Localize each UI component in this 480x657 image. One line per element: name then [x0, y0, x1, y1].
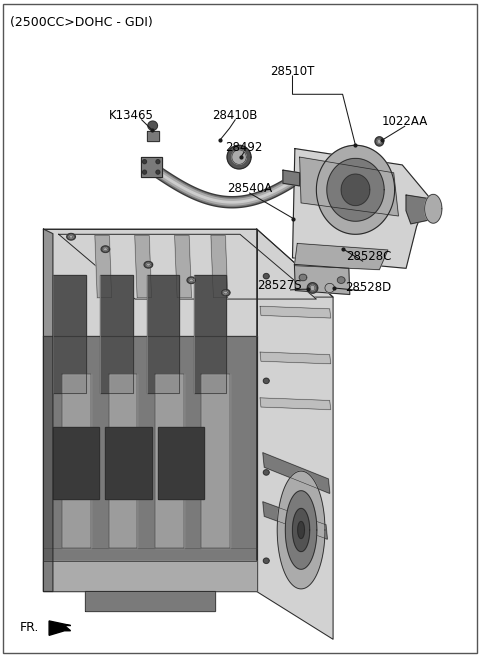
Polygon shape [101, 246, 110, 252]
Polygon shape [147, 131, 159, 141]
Polygon shape [257, 229, 333, 639]
Polygon shape [100, 275, 132, 393]
Polygon shape [221, 290, 230, 296]
Polygon shape [43, 229, 257, 591]
Polygon shape [158, 426, 204, 499]
Polygon shape [227, 145, 251, 169]
Polygon shape [135, 236, 152, 298]
Text: 28410B: 28410B [213, 108, 258, 122]
Polygon shape [299, 274, 307, 281]
Polygon shape [285, 491, 317, 569]
Polygon shape [377, 139, 381, 143]
Text: 1022AA: 1022AA [382, 115, 428, 128]
Polygon shape [175, 236, 192, 298]
Polygon shape [294, 264, 350, 294]
Text: 28528D: 28528D [345, 281, 391, 294]
Polygon shape [283, 170, 300, 186]
Polygon shape [337, 277, 345, 283]
Text: 28528C: 28528C [346, 250, 392, 263]
Polygon shape [104, 248, 108, 250]
Polygon shape [327, 158, 384, 221]
Polygon shape [310, 285, 315, 290]
Polygon shape [260, 352, 331, 364]
Polygon shape [211, 236, 228, 298]
Polygon shape [264, 558, 269, 563]
Polygon shape [316, 145, 395, 235]
Polygon shape [264, 378, 269, 384]
Polygon shape [232, 150, 246, 164]
Polygon shape [59, 235, 316, 299]
Polygon shape [341, 174, 370, 206]
Polygon shape [43, 336, 257, 591]
Polygon shape [148, 121, 157, 130]
Polygon shape [43, 229, 53, 591]
Polygon shape [109, 374, 137, 548]
Polygon shape [106, 426, 152, 499]
Text: 28492: 28492 [225, 141, 263, 154]
Polygon shape [406, 195, 436, 224]
Polygon shape [292, 148, 429, 268]
Text: FR.: FR. [20, 621, 39, 634]
Text: 28510T: 28510T [270, 65, 315, 78]
Polygon shape [155, 374, 184, 548]
Polygon shape [260, 398, 331, 409]
Polygon shape [375, 137, 384, 146]
Polygon shape [67, 233, 75, 240]
Text: 28540A: 28540A [227, 182, 272, 195]
Polygon shape [263, 453, 330, 493]
Polygon shape [43, 229, 333, 297]
Polygon shape [53, 275, 86, 393]
Polygon shape [277, 471, 325, 589]
Text: (2500CC>DOHC - GDI): (2500CC>DOHC - GDI) [10, 16, 153, 29]
Polygon shape [294, 244, 388, 269]
Polygon shape [85, 591, 215, 611]
Polygon shape [425, 194, 442, 223]
Text: K13465: K13465 [109, 108, 154, 122]
Polygon shape [62, 374, 91, 548]
Polygon shape [325, 283, 335, 292]
Polygon shape [144, 261, 153, 268]
Polygon shape [143, 170, 146, 174]
Polygon shape [264, 273, 269, 279]
Polygon shape [43, 560, 257, 591]
Polygon shape [263, 502, 327, 539]
Polygon shape [187, 277, 196, 284]
Polygon shape [95, 236, 112, 298]
Polygon shape [224, 291, 228, 294]
Polygon shape [156, 160, 160, 164]
Polygon shape [292, 509, 310, 552]
Polygon shape [190, 279, 193, 282]
Polygon shape [147, 275, 180, 393]
Polygon shape [146, 263, 150, 266]
Polygon shape [260, 306, 331, 318]
Polygon shape [156, 170, 160, 174]
Polygon shape [141, 157, 162, 177]
Polygon shape [53, 426, 99, 499]
Polygon shape [201, 374, 230, 548]
Polygon shape [69, 235, 73, 238]
Polygon shape [43, 229, 257, 336]
Polygon shape [49, 621, 71, 635]
Polygon shape [264, 470, 269, 475]
Polygon shape [300, 157, 398, 216]
Polygon shape [143, 160, 146, 164]
Polygon shape [307, 283, 318, 293]
Polygon shape [194, 275, 226, 393]
Polygon shape [298, 522, 304, 539]
Text: 28527S: 28527S [257, 279, 301, 292]
